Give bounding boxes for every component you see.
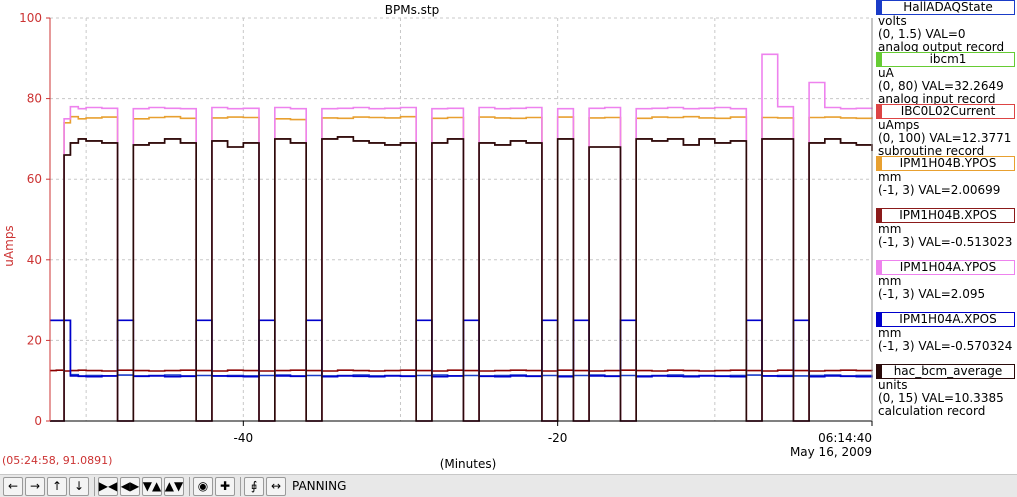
zoom-in-y-button[interactable]: ▼▲ — [142, 476, 162, 496]
zoom-in-x-button[interactable]: ▶◀ — [98, 476, 118, 496]
y-tick-label: 100 — [19, 11, 42, 25]
zoom-auto-button[interactable]: ◉ — [193, 476, 213, 496]
zoom-in-x-icon: ▶◀ — [98, 479, 118, 493]
y-tick-label: 0 — [34, 414, 42, 428]
legend-range-val: (0, 80) VAL=32.2649 — [878, 79, 1004, 93]
legend-record: subroutine record — [878, 144, 985, 158]
mode-pan-icon: ↔ — [270, 479, 282, 493]
legend-units: uAmps — [878, 118, 920, 132]
legend-range-val: (-1, 3) VAL=-0.570324 — [878, 339, 1013, 353]
cursor-readout: (05:24:58, 91.0891) — [2, 454, 113, 467]
legend-entry[interactable]: IBC0L02Current uAmps (0, 100) VAL=12.3771 s… — [876, 104, 1017, 158]
pan-right-icon: → — [29, 479, 41, 493]
series-line-hac-bcm-average — [50, 136, 873, 422]
y-tick-label: 80 — [27, 92, 42, 106]
y-tick-label: 20 — [27, 333, 42, 347]
pan-up-button[interactable]: ↑ — [47, 476, 67, 496]
legend-range-val: (-1, 3) VAL=2.095 — [878, 287, 986, 301]
legend-entry[interactable]: HallADAQState volts (0, 1.5) VAL=0 analog o… — [876, 0, 1017, 54]
plot-area[interactable]: 0 20 40 60 80 100 -40 -20 06:14:40 BPMs.stp uAmp… — [0, 0, 875, 470]
legend-series-name[interactable]: HallADAQState — [876, 0, 1015, 15]
pan-left-button[interactable]: ← — [3, 476, 23, 496]
chart-svg[interactable]: 0 20 40 60 80 100 -40 -20 06:14:40 BPMs.stp uAmp… — [0, 0, 875, 470]
legend-range-val: (0, 1.5) VAL=0 — [878, 27, 966, 41]
chart-background — [0, 0, 875, 470]
series-line-ipm1h04a-ypos — [50, 53, 873, 422]
legend-range-val: (0, 100) VAL=12.3771 — [878, 131, 1012, 145]
legend-series-name[interactable]: IBC0L02Current — [876, 104, 1015, 119]
toolbar-separator — [240, 476, 241, 496]
toolbar-separator — [189, 476, 190, 496]
legend-range-val: (-1, 3) VAL=-0.513023 — [878, 235, 1013, 249]
mode-label: PANNING — [292, 479, 347, 493]
legend: HallADAQState volts (0, 1.5) VAL=0 analog o… — [876, 0, 1017, 474]
series-layer — [50, 53, 873, 422]
pan-right-button[interactable]: → — [25, 476, 45, 496]
mode-zoom-button[interactable]: ⨖ — [244, 476, 264, 496]
chart-title: BPMs.stp — [385, 3, 439, 17]
legend-entry[interactable]: ibcm1 uA (0, 80) VAL=32.2649 analog input r… — [876, 52, 1017, 106]
legend-units: uA — [878, 66, 894, 80]
series-line-ipm1h04a-xpos — [50, 319, 873, 378]
y-tick-label: 60 — [27, 172, 42, 186]
toolbar: ← → ↑ ↓ ▶◀ ◀▶ ▼▲ ▲▼ ◉ ✚ ⨖ ↔ PANNING — [0, 474, 1017, 497]
legend-units: mm — [878, 326, 902, 340]
zoom-out-x-icon: ◀▶ — [120, 479, 140, 493]
zoom-out-y-icon: ▲▼ — [164, 479, 184, 493]
legend-range-val: (0, 15) VAL=10.3385 — [878, 391, 1004, 405]
legend-entry[interactable]: hac_bcm_average units (0, 15) VAL=10.3385 c… — [876, 364, 1017, 418]
legend-units: volts — [878, 14, 907, 28]
legend-units: mm — [878, 170, 902, 184]
x-axis-label: (Minutes) — [440, 457, 497, 470]
legend-units: units — [878, 378, 908, 392]
legend-entry[interactable]: IPM1H04A.YPOS mm (-1, 3) VAL=2.095 — [876, 260, 1017, 312]
zoom-reset-icon: ✚ — [219, 479, 231, 493]
legend-series-name[interactable]: hac_bcm_average — [876, 364, 1015, 379]
toolbar-separator — [94, 476, 95, 496]
legend-series-name[interactable]: IPM1H04B.YPOS — [876, 156, 1015, 171]
legend-record: calculation record — [878, 404, 986, 418]
legend-entry[interactable]: IPM1H04B.YPOS mm (-1, 3) VAL=2.00699 — [876, 156, 1017, 208]
zoom-reset-button[interactable]: ✚ — [215, 476, 235, 496]
axes: 0 20 40 60 80 100 -40 -20 06:14:40 — [19, 11, 873, 445]
y-tick-label: 40 — [27, 253, 42, 267]
legend-record: analog output record — [878, 40, 1005, 54]
pan-down-icon: ↓ — [73, 479, 85, 493]
zoom-out-y-button[interactable]: ▲▼ — [164, 476, 184, 496]
zoom-auto-icon: ◉ — [197, 479, 209, 493]
x-tick-label: -40 — [234, 431, 254, 445]
legend-record: analog input record — [878, 92, 996, 106]
zoom-out-x-button[interactable]: ◀▶ — [120, 476, 140, 496]
legend-entry[interactable]: IPM1H04B.XPOS mm (-1, 3) VAL=-0.513023 — [876, 208, 1017, 260]
series-line-ibcm1 — [50, 369, 873, 372]
legend-series-name[interactable]: IPM1H04B.XPOS — [876, 208, 1015, 223]
series-line-ibc0l02current — [50, 115, 873, 422]
legend-series-name[interactable]: IPM1H04A.XPOS — [876, 312, 1015, 327]
mode-zoom-icon: ⨖ — [250, 479, 258, 493]
end-date-label: May 16, 2009 — [790, 445, 872, 459]
zoom-in-y-icon: ▼▲ — [142, 479, 162, 493]
legend-units: mm — [878, 222, 902, 236]
y-axis-label: uAmps — [2, 225, 16, 266]
pan-down-button[interactable]: ↓ — [69, 476, 89, 496]
legend-units: mm — [878, 274, 902, 288]
legend-entry[interactable]: IPM1H04A.XPOS mm (-1, 3) VAL=-0.570324 — [876, 312, 1017, 364]
mode-pan-button[interactable]: ↔ — [266, 476, 286, 496]
x-tick-label: -20 — [548, 431, 568, 445]
legend-series-name[interactable]: ibcm1 — [876, 52, 1015, 67]
pan-up-icon: ↑ — [51, 479, 63, 493]
legend-range-val: (-1, 3) VAL=2.00699 — [878, 183, 1001, 197]
legend-series-name[interactable]: IPM1H04A.YPOS — [876, 260, 1015, 275]
pan-left-icon: ← — [7, 479, 19, 493]
x-tick-label: 06:14:40 — [818, 431, 872, 445]
